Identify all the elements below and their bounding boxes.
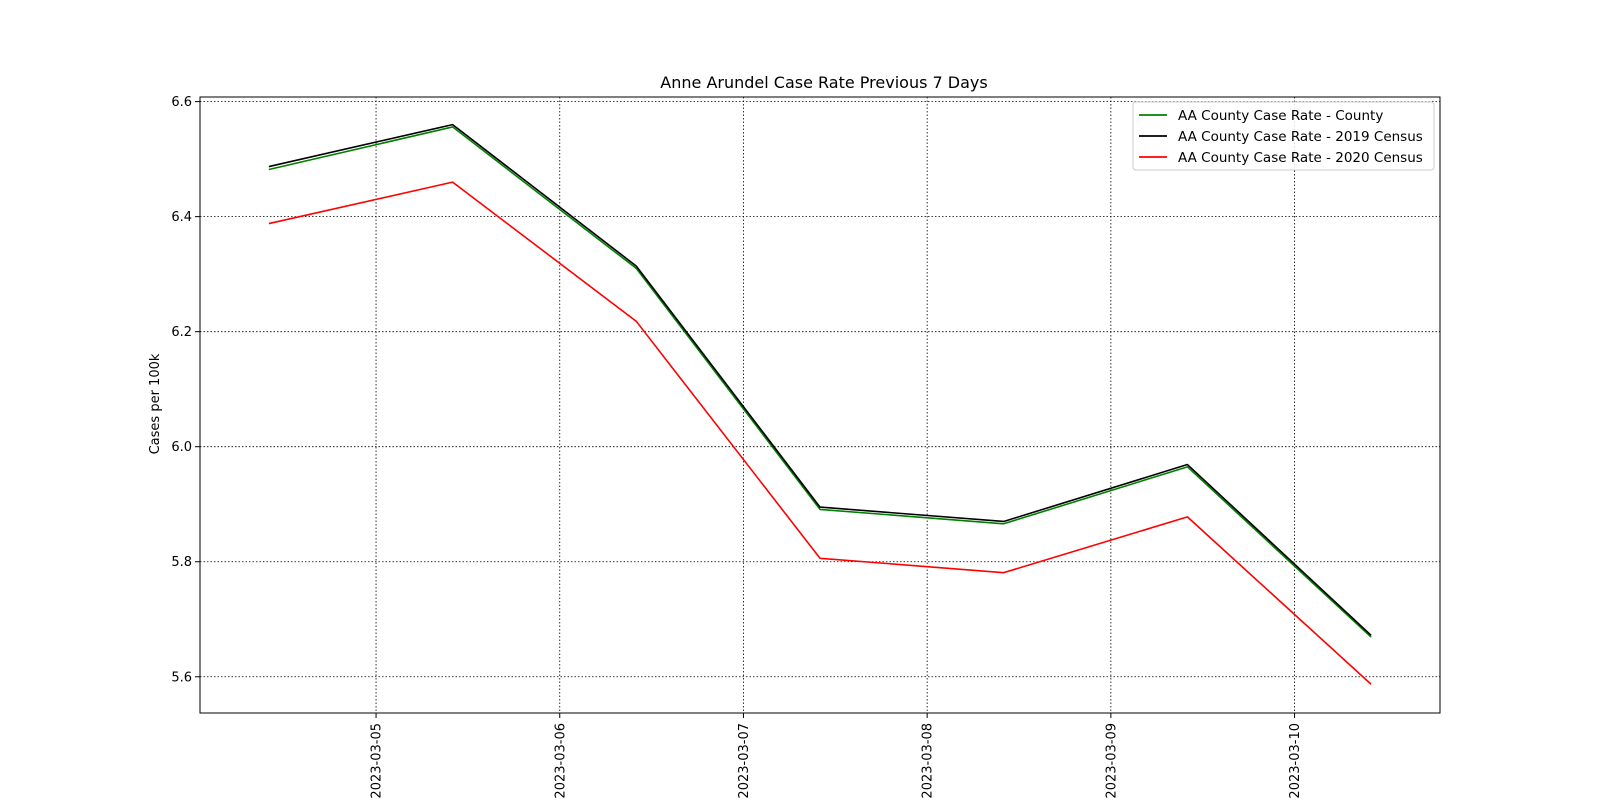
chart-title: Anne Arundel Case Rate Previous 7 Days (660, 73, 987, 92)
series-line-3 (268, 181, 1372, 685)
x-tick-label: 2023-03-10 (1288, 723, 1303, 799)
legend: AA County Case Rate - County AA County Ca… (1132, 101, 1435, 171)
x-tick-label: 2023-03-07 (737, 723, 752, 799)
y-axis-label: Cases per 100k (148, 353, 163, 454)
legend-label: AA County Case Rate - County (1178, 108, 1383, 124)
series-lines (268, 123, 1372, 685)
legend-box (1132, 101, 1435, 171)
x-tick-label: 2023-03-09 (1104, 723, 1119, 799)
x-tick-label: 2023-03-05 (370, 723, 385, 799)
grid (200, 97, 1440, 713)
y-tick-label: 5.8 (171, 555, 192, 570)
y-tick-label: 6.4 (171, 210, 192, 225)
series-line-2 (268, 123, 1372, 636)
y-tick-label: 5.6 (171, 670, 192, 685)
legend-label: AA County Case Rate - 2020 Census (1178, 150, 1423, 166)
x-tick-label: 2023-03-08 (921, 723, 936, 799)
y-tick-label: 6.2 (171, 325, 192, 340)
legend-label: AA County Case Rate - 2019 Census (1178, 129, 1423, 145)
y-tick-label: 6.0 (171, 440, 192, 455)
plot-frame (199, 96, 1441, 714)
y-tick-label: 6.6 (171, 95, 192, 110)
x-tick-label: 2023-03-06 (553, 723, 568, 799)
series-line-1 (268, 126, 1372, 638)
axes: 5.6 5.8 6.0 6.2 6.4 6.6 2023-03-05 2023-03-06 20… (171, 95, 1441, 799)
